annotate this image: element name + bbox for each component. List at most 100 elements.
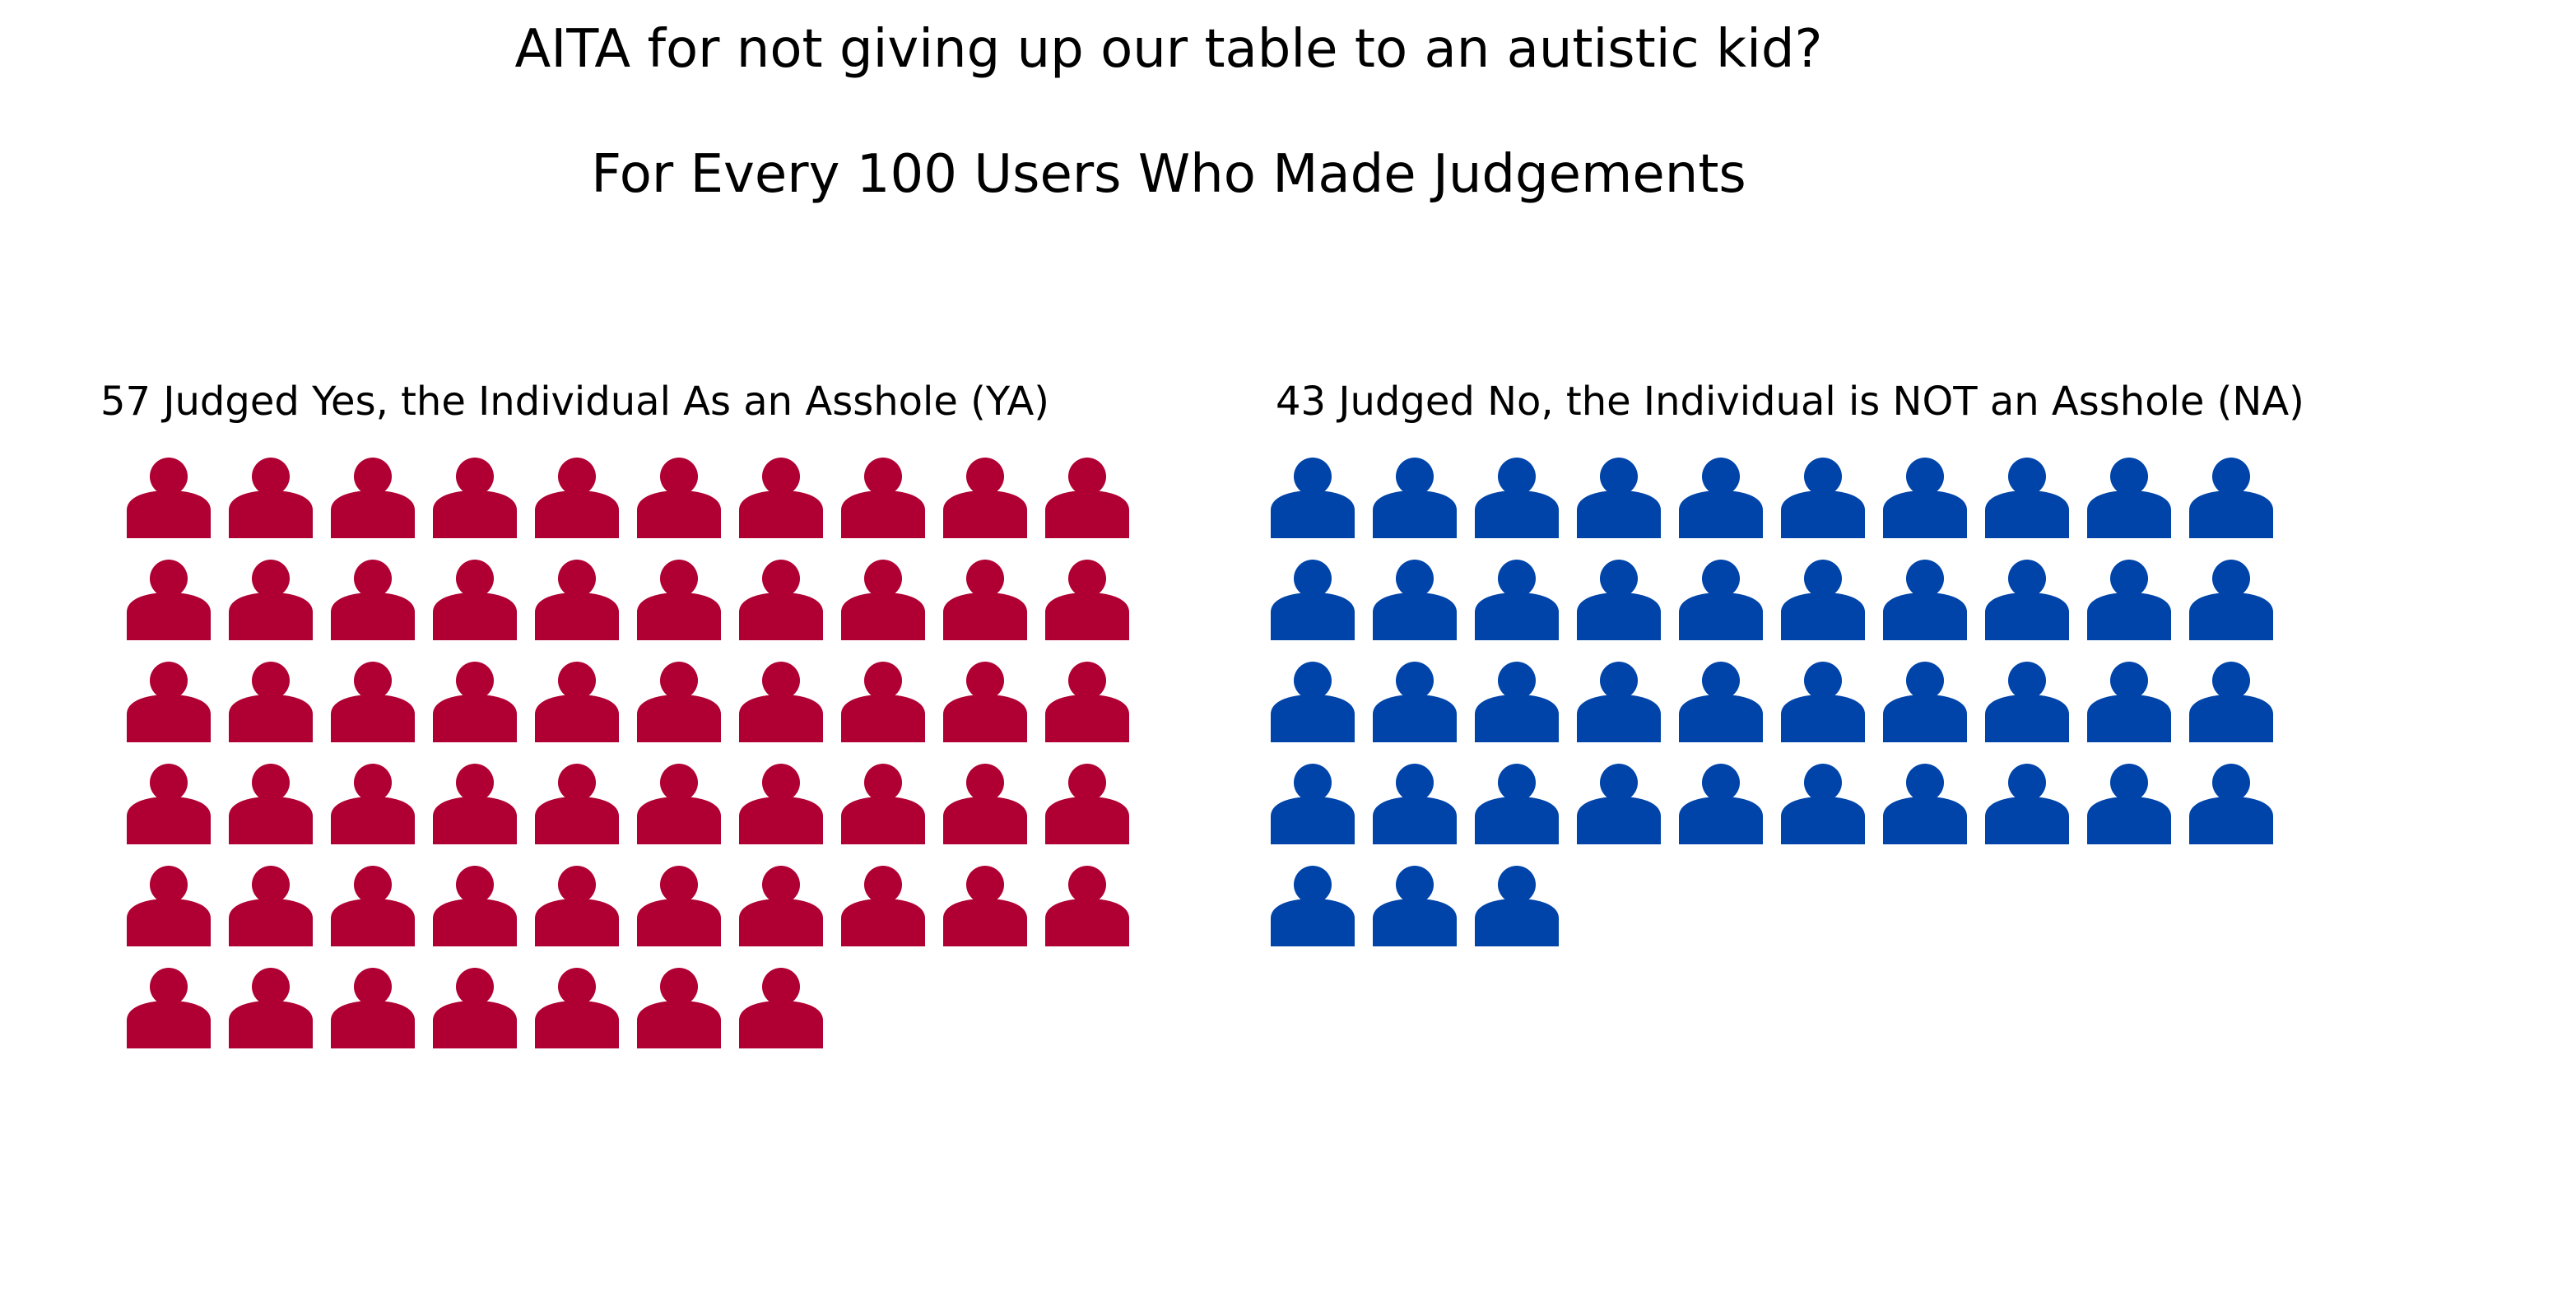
person-icon-na-11 bbox=[1271, 560, 1355, 640]
person-icon-na-23 bbox=[1475, 662, 1559, 742]
person-icon-ya-15 bbox=[535, 560, 619, 640]
person-icon-na-13 bbox=[1475, 560, 1559, 640]
person-icon-na-38 bbox=[1985, 764, 2069, 844]
person-icon-ya-55 bbox=[535, 968, 619, 1048]
person-icon-ya-29 bbox=[943, 662, 1027, 742]
person-icon-ya-23 bbox=[331, 662, 415, 742]
person-icon-ya-56 bbox=[637, 968, 721, 1048]
person-icon-ya-39 bbox=[943, 764, 1027, 844]
icon-panel-na bbox=[1271, 458, 2273, 946]
person-icon-ya-43 bbox=[331, 866, 415, 946]
person-icon-ya-36 bbox=[637, 764, 721, 844]
person-icon-ya-51 bbox=[127, 968, 211, 1048]
chart-title: AITA for not giving up our table to an a… bbox=[514, 19, 1823, 80]
person-icon-ya-49 bbox=[943, 866, 1027, 946]
person-icon-ya-19 bbox=[943, 560, 1027, 640]
person-icon-ya-16 bbox=[637, 560, 721, 640]
panel-title-na: 43 Judged No, the Individual is NOT an A… bbox=[1276, 379, 2304, 425]
person-icon-ya-14 bbox=[433, 560, 517, 640]
person-icon-na-25 bbox=[1679, 662, 1763, 742]
person-icon-ya-5 bbox=[535, 458, 619, 538]
person-icon-ya-27 bbox=[739, 662, 823, 742]
person-icon-na-10 bbox=[2189, 458, 2273, 538]
person-icon-na-40 bbox=[2189, 764, 2273, 844]
person-icon-ya-48 bbox=[841, 866, 925, 946]
person-icon-ya-10 bbox=[1045, 458, 1129, 538]
person-icon-na-18 bbox=[1985, 560, 2069, 640]
person-icon-ya-17 bbox=[739, 560, 823, 640]
person-icon-na-35 bbox=[1679, 764, 1763, 844]
person-icon-na-2 bbox=[1373, 458, 1457, 538]
person-icon-ya-45 bbox=[535, 866, 619, 946]
person-icon-ya-30 bbox=[1045, 662, 1129, 742]
person-icon-ya-53 bbox=[331, 968, 415, 1048]
chart-subtitle: For Every 100 Users Who Made Judgements bbox=[591, 144, 1746, 205]
person-icon-na-12 bbox=[1373, 560, 1457, 640]
person-icon-ya-2 bbox=[229, 458, 313, 538]
person-icon-ya-22 bbox=[229, 662, 313, 742]
person-icon-na-34 bbox=[1577, 764, 1661, 844]
person-icon-ya-35 bbox=[535, 764, 619, 844]
person-icon-na-1 bbox=[1271, 458, 1355, 538]
person-icon-ya-54 bbox=[433, 968, 517, 1048]
person-icon-ya-46 bbox=[637, 866, 721, 946]
person-icon-na-7 bbox=[1883, 458, 1967, 538]
person-icon-na-14 bbox=[1577, 560, 1661, 640]
person-icon-ya-26 bbox=[637, 662, 721, 742]
person-icon-na-29 bbox=[2087, 662, 2171, 742]
person-icon-ya-25 bbox=[535, 662, 619, 742]
person-icon-na-26 bbox=[1781, 662, 1865, 742]
person-icon-na-24 bbox=[1577, 662, 1661, 742]
person-icon-ya-12 bbox=[229, 560, 313, 640]
person-icon-ya-32 bbox=[229, 764, 313, 844]
person-icon-ya-50 bbox=[1045, 866, 1129, 946]
panel-title-ya: 57 Judged Yes, the Individual As an Assh… bbox=[100, 379, 1050, 425]
person-icon-na-28 bbox=[1985, 662, 2069, 742]
person-icon-ya-28 bbox=[841, 662, 925, 742]
person-icon-na-31 bbox=[1271, 764, 1355, 844]
person-icon-ya-57 bbox=[739, 968, 823, 1048]
person-icon-ya-37 bbox=[739, 764, 823, 844]
person-icon-na-4 bbox=[1577, 458, 1661, 538]
person-icon-ya-33 bbox=[331, 764, 415, 844]
person-icon-ya-4 bbox=[433, 458, 517, 538]
person-icon-na-9 bbox=[2087, 458, 2171, 538]
person-icon-na-41 bbox=[1271, 866, 1355, 946]
person-icon-ya-42 bbox=[229, 866, 313, 946]
person-icon-ya-47 bbox=[739, 866, 823, 946]
person-icon-na-30 bbox=[2189, 662, 2273, 742]
person-icon-ya-52 bbox=[229, 968, 313, 1048]
person-icon-na-8 bbox=[1985, 458, 2069, 538]
person-icon-ya-3 bbox=[331, 458, 415, 538]
person-icon-na-33 bbox=[1475, 764, 1559, 844]
person-icon-ya-8 bbox=[841, 458, 925, 538]
person-icon-ya-7 bbox=[739, 458, 823, 538]
person-icon-ya-40 bbox=[1045, 764, 1129, 844]
person-icon-na-3 bbox=[1475, 458, 1559, 538]
person-icon-ya-1 bbox=[127, 458, 211, 538]
person-icon-ya-9 bbox=[943, 458, 1027, 538]
person-icon-na-39 bbox=[2087, 764, 2171, 844]
person-icon-ya-6 bbox=[637, 458, 721, 538]
person-icon-na-21 bbox=[1271, 662, 1355, 742]
person-icon-ya-44 bbox=[433, 866, 517, 946]
person-icon-na-20 bbox=[2189, 560, 2273, 640]
person-icon-na-37 bbox=[1883, 764, 1967, 844]
person-icon-na-15 bbox=[1679, 560, 1763, 640]
person-icon-ya-13 bbox=[331, 560, 415, 640]
person-icon-ya-20 bbox=[1045, 560, 1129, 640]
person-icon-ya-38 bbox=[841, 764, 925, 844]
person-icon-na-6 bbox=[1781, 458, 1865, 538]
person-icon-ya-41 bbox=[127, 866, 211, 946]
person-icon-ya-18 bbox=[841, 560, 925, 640]
person-icon-na-19 bbox=[2087, 560, 2171, 640]
person-icon-ya-11 bbox=[127, 560, 211, 640]
person-icon-ya-24 bbox=[433, 662, 517, 742]
person-icon-na-16 bbox=[1781, 560, 1865, 640]
person-icon-na-32 bbox=[1373, 764, 1457, 844]
person-icon-na-27 bbox=[1883, 662, 1967, 742]
person-icon-ya-31 bbox=[127, 764, 211, 844]
person-icon-na-36 bbox=[1781, 764, 1865, 844]
